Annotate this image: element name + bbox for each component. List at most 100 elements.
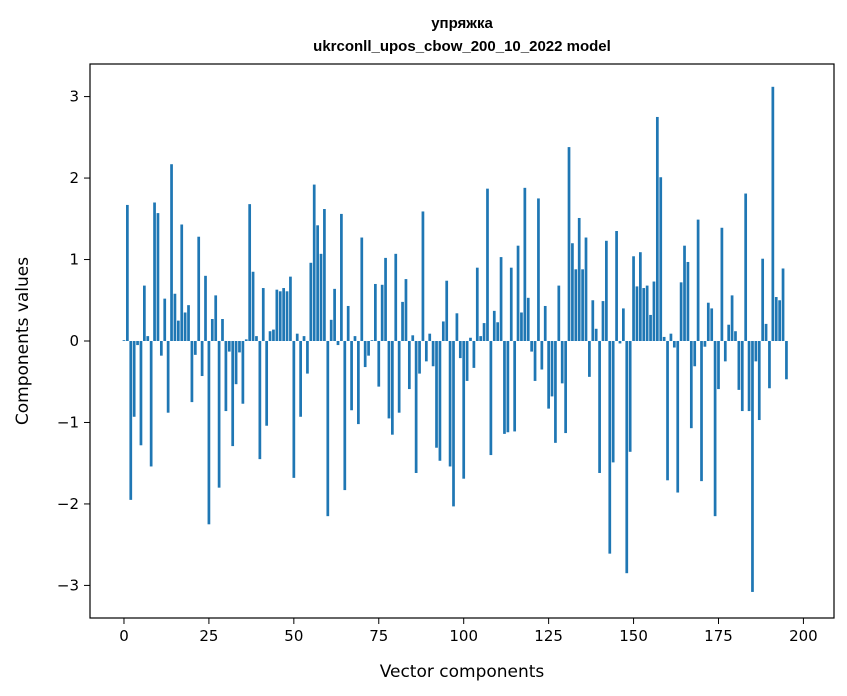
x-axis-label: Vector components [380,662,545,682]
bar-78 [387,341,391,419]
y-tick-label: 2 [69,169,79,187]
bar-182 [740,341,744,412]
y-axis-ticks: −3 −2 −1 0 1 2 3 [57,88,90,594]
bar-125 [547,341,550,409]
bar-29 [221,319,224,341]
bar-163 [676,341,680,493]
bar-8 [149,341,153,467]
bar-32 [231,341,235,447]
bar-191 [771,86,775,341]
bar-160 [666,341,669,481]
bar-64 [340,213,343,341]
bar-153 [642,288,646,341]
bar-111 [499,257,503,341]
bar-59 [323,209,326,341]
y-tick-label: 3 [69,88,79,106]
bar-115 [513,341,517,432]
bar-140 [598,341,601,473]
bar-120 [530,341,533,352]
bar-96 [448,341,452,467]
bar-0 [122,340,126,341]
bar-128 [557,285,561,341]
bar-166 [686,261,690,341]
bar-57 [316,225,319,341]
bar-72 [367,341,370,356]
bar-7 [146,336,150,341]
bar-35 [241,341,245,404]
bar-63 [336,341,340,346]
bar-14 [170,164,173,341]
bar-154 [645,285,649,341]
bar-168 [693,341,697,367]
x-tick-label: 0 [119,627,129,645]
plot-frame [89,63,835,619]
bar-161 [669,333,673,341]
bar-180 [734,331,737,341]
bar-40 [258,341,262,460]
bar-100 [462,341,466,479]
bar-175 [717,341,720,390]
bar-65 [343,341,347,491]
bar-165 [683,245,686,341]
bar-47 [282,288,285,341]
x-tick-label: 200 [789,627,818,645]
bar-15 [173,293,177,341]
bar-103 [472,341,476,368]
bar-23 [200,341,204,377]
y-axis-label: Components values [13,257,33,425]
chart-title-line1: упряжка [431,15,493,32]
bar-91 [431,341,435,367]
bar-46 [278,291,282,341]
bar-99 [458,341,462,359]
bar-117 [520,312,523,341]
bar-144 [611,341,615,463]
bar-18 [183,312,187,341]
bar-157 [655,116,659,342]
bar-94 [441,321,445,341]
bar-121 [533,341,537,381]
bar-110 [496,322,500,341]
bar-146 [618,341,622,344]
bar-24 [204,275,207,341]
bar-60 [326,341,330,517]
bar-186 [754,341,758,362]
bar-80 [394,253,398,341]
y-tick-label: −1 [57,413,79,431]
bar-48 [285,291,289,341]
bar-170 [700,341,703,482]
bar-88 [421,211,425,341]
bar-108 [489,341,493,456]
bar-113 [506,341,510,433]
bar-73 [370,340,374,341]
bar-112 [503,341,506,434]
bar-188 [761,258,765,341]
bar-26 [210,319,214,341]
bar-124 [543,305,547,341]
bar-189 [764,323,768,341]
x-tick-label: 150 [619,627,648,645]
bar-77 [384,257,387,341]
bar-169 [696,219,700,341]
bar-159 [662,336,666,341]
bar-177 [723,341,727,362]
bar-152 [639,252,642,341]
bar-132 [571,243,574,341]
bars-group [122,86,788,592]
bar-145 [615,231,618,341]
bar-61 [329,319,333,341]
bar-149 [628,341,632,452]
y-tick-label: −3 [57,576,79,594]
bar-22 [197,236,201,341]
bar-74 [374,283,377,341]
bar-183 [744,193,748,341]
bar-34 [238,341,241,353]
bar-101 [465,341,469,381]
bar-156 [652,281,656,341]
bar-49 [289,276,292,341]
bar-102 [469,337,472,341]
bar-173 [710,308,714,341]
y-tick-label: −2 [57,495,79,513]
x-tick-label: 175 [704,627,733,645]
bar-75 [377,341,381,387]
chart-title-line2: ukrconll_upos_cbow_200_10_2022 model [313,38,611,55]
